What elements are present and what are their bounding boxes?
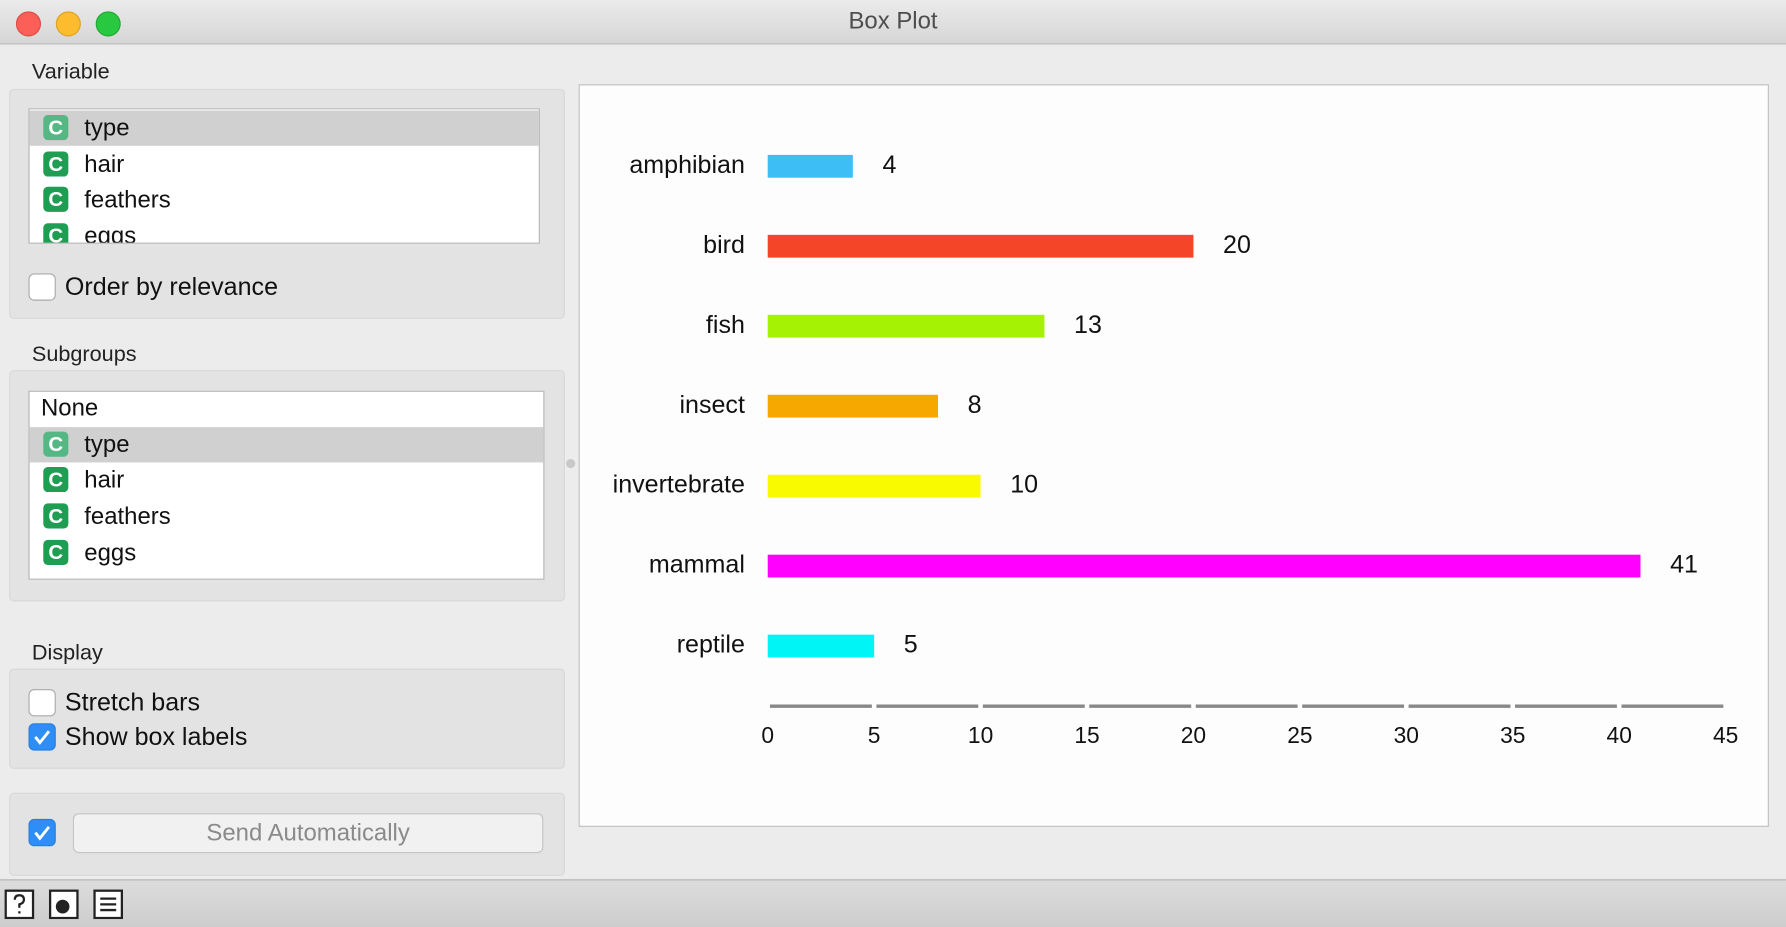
item-icon: C [43, 187, 69, 213]
category-label: invertebrate [613, 471, 745, 499]
group-label: Display [31, 641, 103, 666]
zoom-button[interactable] [95, 11, 121, 37]
x-tick-label: 45 [1713, 722, 1738, 748]
bar [767, 474, 981, 498]
item-label: None [41, 395, 99, 422]
item-icon: C [43, 151, 69, 177]
x-tick-label: 30 [1394, 722, 1419, 748]
checkbox[interactable] [28, 689, 56, 717]
item-icon: C [43, 503, 69, 529]
x-tick-label: 15 [1074, 722, 1099, 748]
checkbox-checked[interactable] [28, 723, 56, 751]
x-tick-label: 20 [1181, 722, 1206, 748]
item-icon: C [43, 539, 69, 565]
window-title: Box Plot [848, 7, 938, 35]
category-label: amphibian [629, 151, 745, 179]
x-tick-label: 5 [868, 722, 881, 748]
check-mark [34, 730, 51, 745]
item-icon: C [43, 223, 69, 243]
plot-area [578, 84, 1769, 827]
checkbox-label[interactable]: Stretch bars [64, 687, 201, 717]
value-label: 41 [1670, 551, 1698, 579]
category-label: insect [679, 391, 744, 419]
bar [767, 234, 1194, 258]
check-mark [34, 826, 51, 841]
item-label: hair [84, 467, 125, 494]
item-label: hair [84, 151, 125, 178]
item-label: feathers [84, 503, 171, 530]
category-label: bird [703, 231, 745, 259]
minimize-button[interactable] [55, 11, 81, 37]
x-tick-label: 25 [1287, 722, 1312, 748]
category-label: mammal [649, 551, 745, 579]
item-icon: C [43, 467, 69, 493]
bar [767, 554, 1641, 578]
item-label: type [84, 431, 130, 458]
splitter-handle[interactable] [566, 459, 576, 469]
status-icons [4, 889, 124, 920]
x-tick-label: 0 [761, 722, 774, 748]
checkbox[interactable] [28, 273, 56, 301]
x-tick-label: 10 [968, 722, 993, 748]
value-label: 8 [968, 391, 982, 419]
value-label: 10 [1010, 471, 1038, 499]
category-label: reptile [677, 631, 745, 659]
item-label: eggs [84, 539, 137, 566]
group-label: Subgroups [31, 342, 137, 367]
checkbox-label[interactable]: Show box labels [64, 722, 248, 751]
x-tick-label: 40 [1607, 722, 1632, 748]
item-icon: C [43, 431, 69, 457]
title-bar [0, 0, 1786, 45]
bar [767, 314, 1045, 338]
bar [767, 154, 853, 178]
list-item[interactable]: None [30, 392, 544, 426]
item-label: feathers [84, 187, 171, 214]
value-label: 4 [882, 151, 896, 179]
value-label: 20 [1223, 231, 1251, 259]
item-icon: C [43, 115, 69, 141]
close-button[interactable] [15, 11, 42, 37]
value-label: 5 [904, 631, 918, 659]
x-tick-label: 35 [1500, 722, 1525, 748]
send-button[interactable]: Send Automatically [72, 813, 544, 854]
category-label: fish [706, 311, 745, 339]
bar [767, 394, 939, 418]
group-label: Variable [31, 60, 110, 85]
item-label: eggs [84, 223, 137, 244]
status-bar [0, 879, 1786, 927]
value-label: 13 [1074, 311, 1102, 339]
checkbox-checked[interactable] [28, 818, 56, 847]
checkbox-label[interactable]: Order by relevance [64, 272, 279, 301]
display-group [9, 668, 565, 769]
bar [767, 634, 875, 658]
item-label: type [84, 115, 130, 142]
